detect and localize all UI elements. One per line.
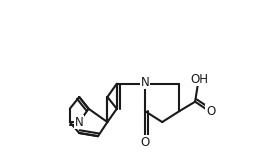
- Text: O: O: [206, 105, 215, 118]
- Text: OH: OH: [191, 73, 209, 85]
- Text: N: N: [75, 115, 84, 129]
- Text: O: O: [140, 136, 150, 149]
- Text: N: N: [141, 76, 149, 89]
